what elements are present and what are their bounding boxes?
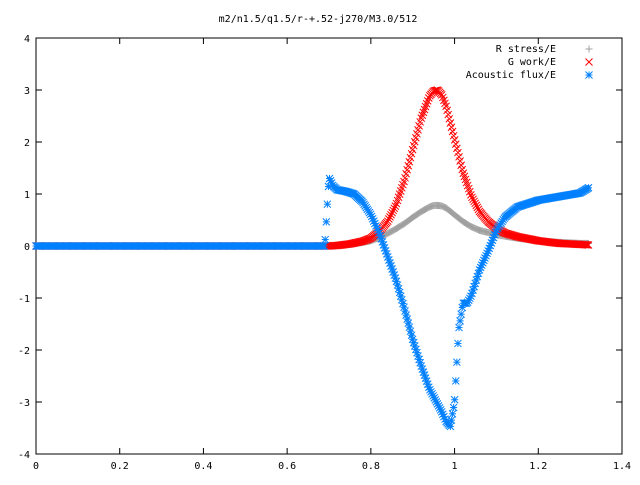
data-point: [456, 324, 463, 331]
x-tick-label: 0.4: [194, 461, 212, 472]
data-point: [447, 423, 454, 430]
x-tick-label: 1.4: [613, 461, 631, 472]
data-point: [448, 417, 455, 424]
series-2: [33, 175, 593, 430]
y-tick-label: 1: [24, 190, 30, 201]
y-tick-label: -3: [18, 398, 30, 409]
y-tick-label: 2: [24, 138, 30, 149]
data-point: [321, 243, 328, 250]
y-tick-label: -1: [18, 294, 30, 305]
x-tick-label: 0.2: [111, 461, 129, 472]
legend-label: Acoustic flux/E: [466, 70, 556, 81]
data-point: [452, 377, 459, 384]
y-tick-label: -2: [18, 346, 30, 357]
y-tick-label: -4: [18, 450, 30, 461]
chart-title: m2/n1.5/q1.5/r-+.52-j270/M3.0/512: [219, 14, 418, 25]
data-point: [586, 46, 593, 53]
series-1: [33, 87, 593, 250]
data-point: [449, 410, 456, 417]
x-tick-label: 0.8: [362, 461, 380, 472]
x-tick-label: 1.2: [529, 461, 547, 472]
data-point: [450, 404, 457, 411]
x-tick-label: 0.6: [278, 461, 296, 472]
legend-label: G work/E: [508, 57, 556, 68]
data-point: [454, 340, 461, 347]
data-point: [322, 236, 329, 243]
data-point: [458, 311, 465, 318]
data-point: [324, 201, 331, 208]
data-point: [585, 184, 592, 191]
data-point: [451, 396, 458, 403]
legend-label: R stress/E: [496, 44, 556, 55]
legend: R stress/E G work/E Acoustic flux/E: [466, 44, 593, 81]
x-tick-label: 1: [452, 461, 458, 472]
data-point: [323, 218, 330, 225]
data-point: [586, 72, 593, 79]
x-tick-label: 0: [33, 461, 39, 472]
data-point: [457, 317, 464, 324]
y-tick-label: 3: [24, 86, 30, 97]
y-tick-label: 0: [24, 242, 30, 253]
axes-layer: 0 0.2 0.4 0.6 0.8 1 1.2 1.4 -4 -3 -2 -1 0 1 2 3 4: [18, 34, 631, 472]
y-tick-label: 4: [24, 34, 30, 45]
data-point: [453, 359, 460, 366]
data-point: [586, 59, 593, 66]
series-layer: [33, 87, 593, 430]
